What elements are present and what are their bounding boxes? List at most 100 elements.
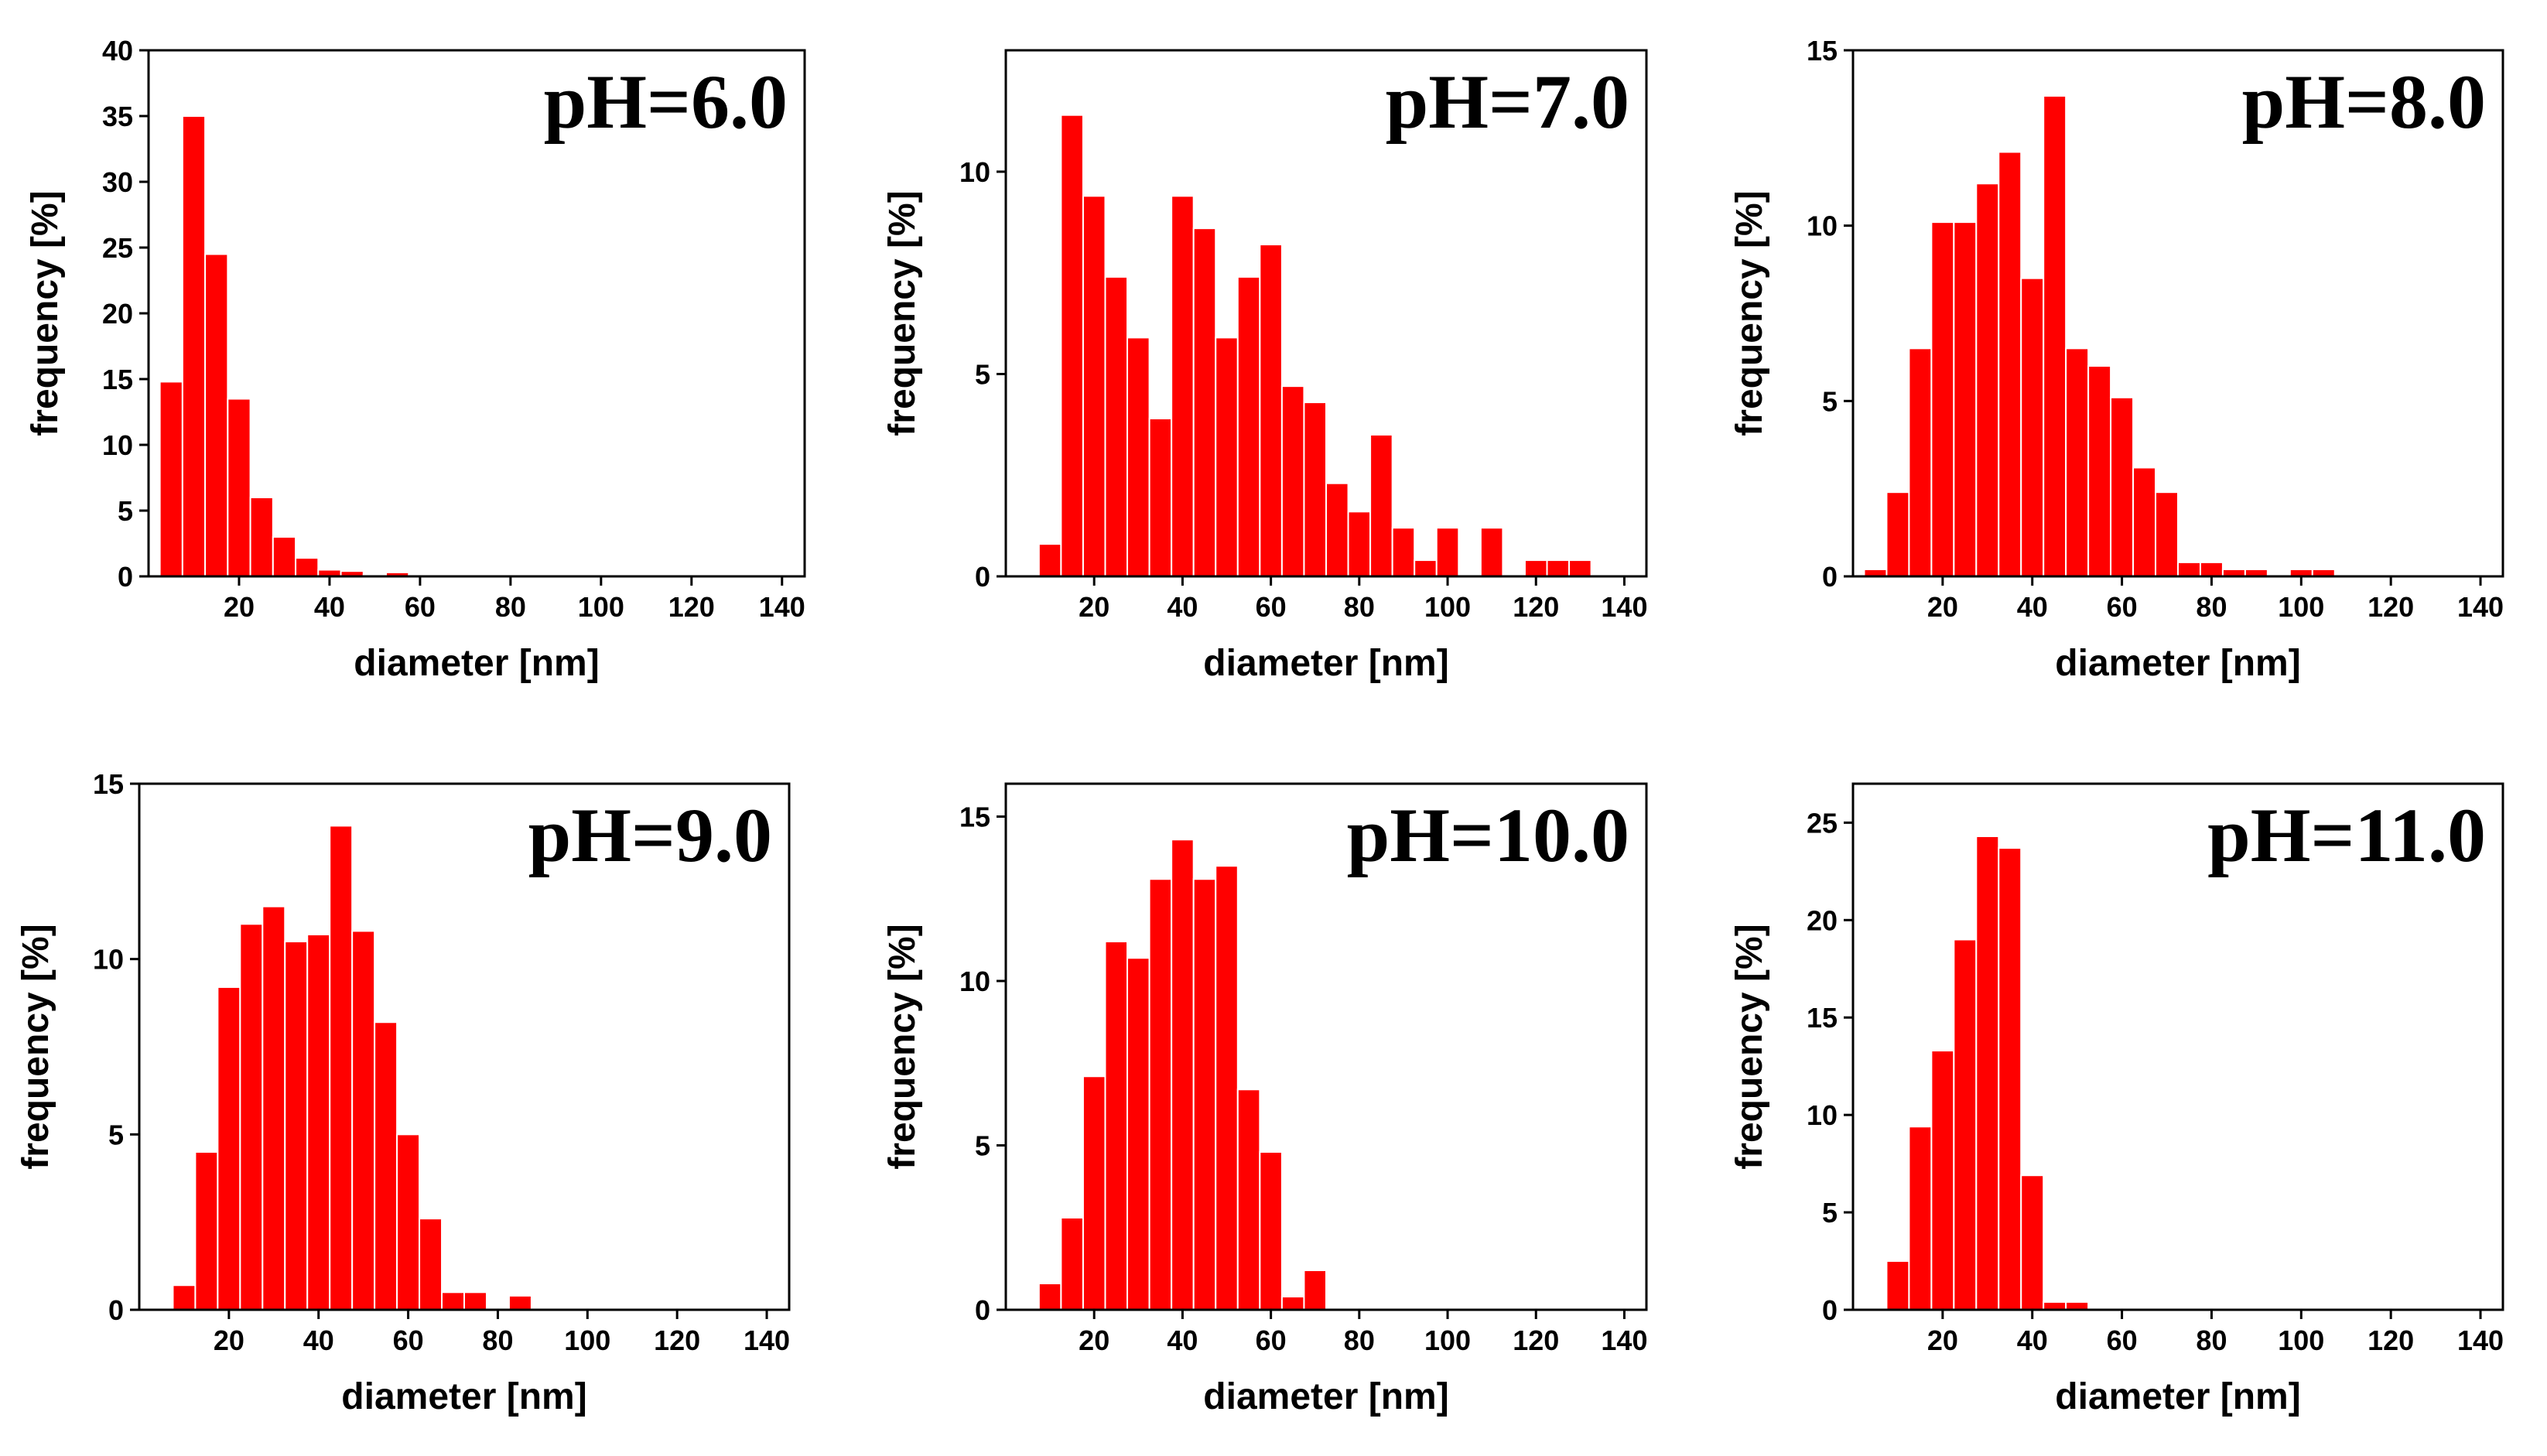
histogram-bar-2-6	[1148, 418, 1173, 577]
histogram-bar-5-8	[1192, 878, 1217, 1311]
histogram-bar-3-14	[2155, 491, 2179, 578]
x-axis-label-1: diameter [nm]	[354, 643, 599, 684]
histogram-bar-4-14	[463, 1291, 487, 1311]
histogram-bar-3-8	[2020, 277, 2045, 577]
panel-title-5: pH=10.0	[1347, 792, 1629, 878]
x-tick-label-2-140: 140	[1601, 591, 1647, 623]
x-tick-label-1-120: 120	[668, 591, 715, 623]
histogram-bar-4-16	[508, 1294, 532, 1311]
y-tick-label-6-20: 20	[1807, 904, 1838, 936]
histogram-bar-2-12	[1280, 385, 1305, 577]
histogram-bar-2-17	[1391, 527, 1416, 578]
x-tick-label-4-20: 20	[214, 1324, 244, 1356]
y-tick-label-5-15: 15	[959, 801, 990, 833]
histogram-bar-4-1	[172, 1284, 197, 1311]
y-tick-label-4-5: 5	[108, 1119, 124, 1150]
histogram-panel-3: 20 40 60 80 100 120 140 0 5 10 15 diameter [nm] freq…	[1729, 35, 2504, 684]
y-tick-label-1-10: 10	[102, 429, 133, 461]
histogram-bar-6-8	[2043, 1300, 2067, 1311]
histogram-bar-5-1	[1038, 1283, 1062, 1311]
x-tick-label-2-80: 80	[1344, 591, 1375, 623]
histogram-bar-3-13	[2132, 467, 2157, 578]
x-tick-label-5-20: 20	[1079, 1324, 1109, 1356]
histogram-bar-2-21	[1479, 527, 1504, 578]
x-tick-label-2-100: 100	[1424, 591, 1471, 623]
y-tick-label-3-0: 0	[1822, 561, 1838, 593]
x-tick-label-6-80: 80	[2196, 1324, 2227, 1356]
y-tick-label-5-10: 10	[959, 966, 990, 997]
histogram-bar-3-2	[1885, 491, 1910, 578]
histogram-bar-3-7	[1998, 151, 2022, 577]
histogram-bar-4-7	[306, 933, 331, 1311]
histogram-bar-3-15	[2177, 561, 2201, 577]
y-tick-label-1-35: 35	[102, 101, 133, 132]
histogram-bar-5-6	[1148, 878, 1173, 1311]
y-tick-label-4-0: 0	[108, 1294, 124, 1326]
plot-frame-2	[1004, 49, 1648, 578]
y-tick-label-3-15: 15	[1807, 35, 1838, 67]
x-tick-label-3-40: 40	[2017, 591, 2048, 623]
histogram-bar-1-1	[159, 381, 183, 577]
y-tick-label-1-0: 0	[118, 561, 133, 593]
histogram-bar-2-3	[1082, 195, 1106, 578]
y-tick-label-1-5: 5	[118, 495, 133, 527]
histogram-bar-2-13	[1303, 402, 1327, 577]
histogram-bar-1-4	[227, 398, 251, 577]
panel-title-3: pH=8.0	[2242, 59, 2486, 145]
x-tick-label-2-120: 120	[1513, 591, 1559, 623]
x-axis-label-3: diameter [nm]	[2055, 643, 2300, 684]
histogram-panel-5: 20 40 60 80 100 120 140 0 5 10 15 diameter [nm] freq…	[882, 782, 1648, 1417]
x-axis-label-5: diameter [nm]	[1203, 1376, 1448, 1417]
plot-frame-4	[138, 782, 791, 1311]
histogram-bar-2-15	[1347, 511, 1372, 577]
histogram-bar-4-5	[262, 905, 286, 1311]
histogram-bar-4-13	[441, 1291, 466, 1311]
histogram-bar-6-6	[1998, 847, 2022, 1311]
histogram-bar-4-10	[374, 1021, 398, 1311]
histogram-bar-3-4	[1930, 221, 1955, 577]
histogram-bar-2-7	[1171, 195, 1195, 578]
x-axis-label-2: diameter [nm]	[1203, 643, 1448, 684]
histogram-bar-2-19	[1435, 527, 1460, 578]
x-tick-label-4-120: 120	[654, 1324, 700, 1356]
histogram-bar-6-7	[2020, 1174, 2045, 1311]
histogram-bar-2-11	[1259, 244, 1283, 577]
y-tick-label-2-10: 10	[959, 156, 990, 188]
x-tick-label-5-60: 60	[1256, 1324, 1287, 1356]
histogram-bar-2-25	[1568, 559, 1592, 577]
histogram-bar-1-5	[249, 497, 274, 577]
y-tick-label-6-0: 0	[1822, 1294, 1838, 1326]
histogram-bar-1-2	[181, 115, 207, 577]
y-tick-label-6-25: 25	[1807, 807, 1838, 839]
histogram-bar-2-8	[1192, 227, 1217, 577]
histogram-bar-2-23	[1523, 559, 1548, 577]
histogram-bar-5-11	[1259, 1151, 1283, 1311]
histogram-bar-2-1	[1038, 543, 1062, 578]
x-tick-label-1-40: 40	[314, 591, 345, 623]
histogram-bar-2-9	[1215, 337, 1239, 577]
x-tick-label-2-60: 60	[1256, 591, 1287, 623]
histogram-bar-3-12	[2110, 396, 2135, 577]
histogram-bar-6-2	[1908, 1126, 1933, 1311]
y-tick-label-5-0: 0	[975, 1294, 990, 1326]
x-tick-label-6-60: 60	[2107, 1324, 2138, 1356]
y-axis-label-1: frequency [%]	[25, 190, 66, 436]
y-axis-label-4: frequency [%]	[15, 924, 56, 1169]
histogram-bar-1-3	[204, 253, 229, 577]
x-tick-label-2-40: 40	[1167, 591, 1198, 623]
histogram-bar-2-16	[1369, 433, 1393, 578]
histogram-bar-6-9	[2065, 1300, 2090, 1311]
plot-frame-5	[1004, 782, 1648, 1311]
y-tick-label-1-40: 40	[102, 35, 133, 67]
plot-frame-3	[1851, 49, 2504, 578]
y-axis-label-5: frequency [%]	[882, 924, 923, 1169]
histogram-bar-4-2	[194, 1151, 219, 1311]
y-tick-label-6-10: 10	[1807, 1099, 1838, 1131]
histogram-bar-3-16	[2199, 561, 2224, 577]
x-tick-label-4-40: 40	[303, 1324, 334, 1356]
x-tick-label-3-140: 140	[2457, 591, 2504, 623]
histogram-bar-2-14	[1325, 482, 1349, 578]
x-tick-label-1-60: 60	[405, 591, 436, 623]
y-tick-label-3-10: 10	[1807, 210, 1838, 242]
y-axis-label-3: frequency [%]	[1729, 190, 1770, 436]
